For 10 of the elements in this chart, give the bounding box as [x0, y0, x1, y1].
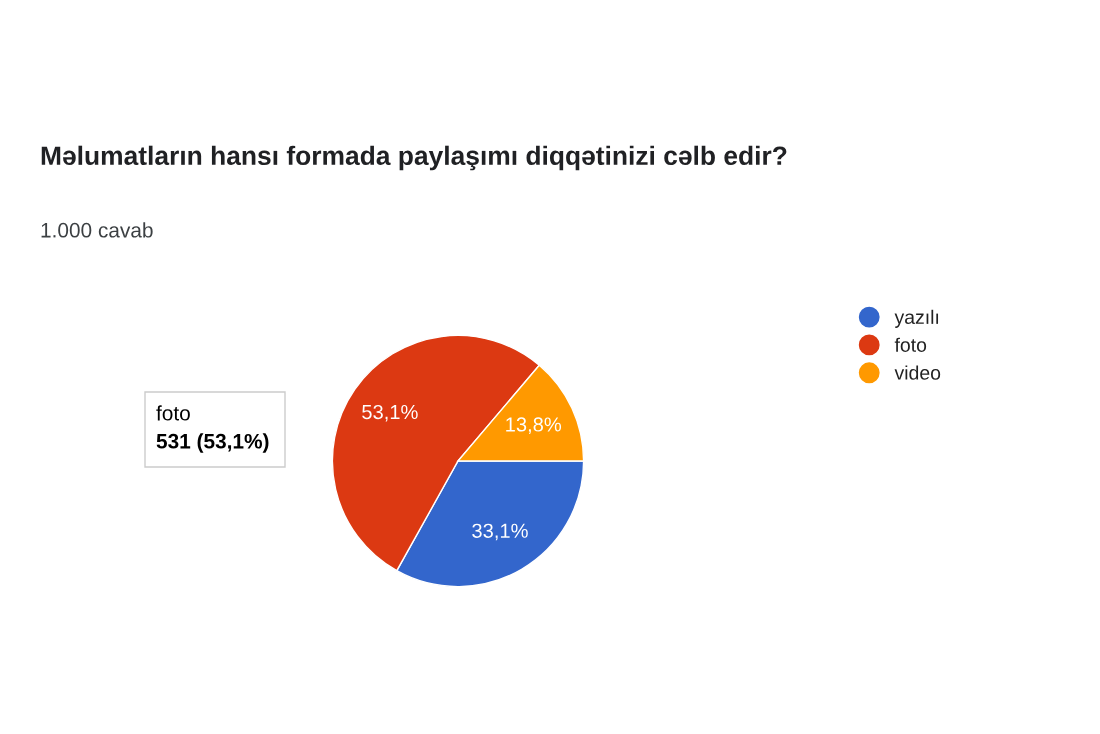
- chart-title: Məlumatların hansı formada paylaşımı diqqətinizi cəlb edir?: [41, 145, 787, 171]
- data-label: 53,1%: [362, 404, 418, 422]
- text: 531 (53,1%): [156, 433, 269, 453]
- legend-label: yazılı: [894, 309, 939, 328]
- text: 1.000 cavab: [41, 222, 153, 238]
- data-label: 13,8%: [506, 417, 562, 434]
- legend-label: video: [894, 365, 941, 380]
- text: foto: [156, 405, 190, 421]
- legend-label: foto: [894, 337, 927, 352]
- data-label: 33,1%: [472, 523, 528, 541]
